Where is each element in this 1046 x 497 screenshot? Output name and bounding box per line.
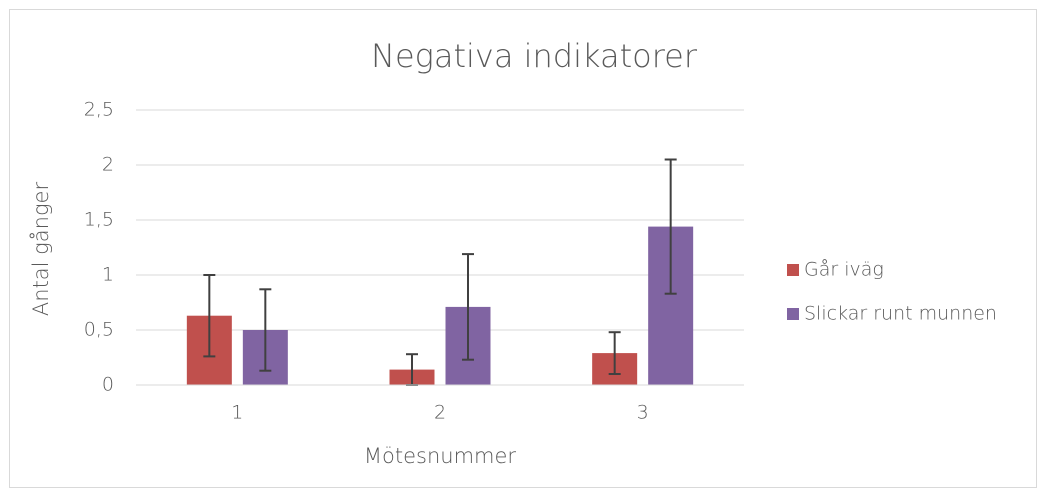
y-tick-label: 0 <box>102 374 114 396</box>
error-bar <box>462 253 474 361</box>
y-tick-label: 1,5 <box>84 209 114 231</box>
error-bar <box>203 274 216 358</box>
x-tick-label: 3 <box>637 402 649 424</box>
y-axis-label: Antal gånger <box>29 182 53 317</box>
error-bar <box>259 288 272 372</box>
chart-title: Negativa indikatorer <box>371 37 698 75</box>
error-bar <box>664 158 677 295</box>
y-tick-label: 2 <box>102 154 114 176</box>
legend-label: Går iväg <box>804 259 884 281</box>
y-tick-label: 2,5 <box>84 99 114 121</box>
y-tick-label: 1 <box>102 264 114 286</box>
x-tick-label: 2 <box>434 402 446 424</box>
chart-frame <box>9 9 1037 488</box>
error-bar <box>608 331 621 375</box>
legend-label: Slickar runt munnen <box>804 303 997 325</box>
legend-swatch <box>787 308 799 320</box>
x-axis-label: Mötesnummer <box>364 444 517 468</box>
x-tick-label: 1 <box>231 402 243 424</box>
legend-swatch <box>787 264 799 276</box>
y-tick-label: 0,5 <box>84 319 114 341</box>
